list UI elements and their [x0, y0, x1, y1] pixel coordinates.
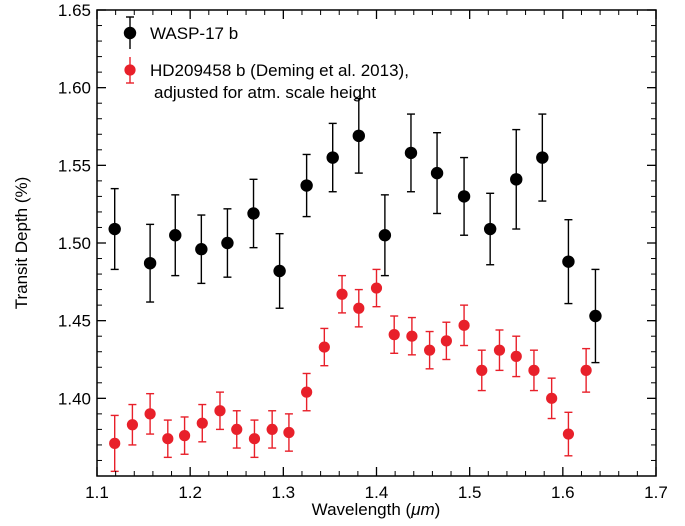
wasp17b-point [326, 151, 339, 164]
wasp17b-point [430, 166, 444, 180]
errorbars-layer [110, 97, 600, 473]
wasp17b-point [300, 179, 313, 192]
y-tick-label: 1.60 [58, 79, 91, 98]
wasp17b-point [143, 256, 157, 270]
legend-label-hd209458b-line1: HD209458 b (Deming et al. 2013), [150, 61, 409, 80]
hd209458b-point [178, 430, 191, 442]
y-tick-label: 1.40 [58, 389, 91, 408]
wasp17b-point [169, 229, 182, 242]
x-tick-label: 1.2 [178, 483, 202, 502]
hd209458b-point [126, 419, 139, 431]
hd209458b-point [318, 341, 330, 353]
ticks-layer: 1.1 1.2 1.3 1.4 1.5 1.6 1.7 1.40 1.45 1.50 1.55 1.6… [58, 1, 668, 502]
wasp17b-point [562, 255, 575, 268]
hd209458b-point [283, 426, 295, 439]
wasp17b-point [378, 229, 392, 242]
plot-frame [96, 9, 657, 477]
hd209458b-point [440, 335, 452, 347]
wasp17b-point [273, 264, 286, 278]
hd209458b-point [196, 417, 208, 429]
wasp17b-point [510, 173, 523, 186]
wasp17b-point [195, 243, 208, 256]
legend: WASP-17 b HD209458 b (Deming et al. 2013)… [123, 16, 409, 102]
x-axis-label-suffix: ) [435, 500, 441, 519]
hd209458b-point [353, 302, 365, 314]
hd209458b-point [388, 329, 400, 341]
legend-marker-red [124, 64, 136, 76]
hd209458b-point [248, 433, 261, 445]
x-tick-label: 1.7 [644, 483, 668, 502]
wasp17b-point [589, 309, 602, 323]
legend-entry-hd209458b: HD209458 b (Deming et al. 2013), adjusted… [124, 57, 409, 102]
x-axis-label-prefix: Wavelength ( [312, 500, 412, 519]
points-layer [108, 129, 602, 449]
hd209458b-point [406, 330, 418, 342]
hd209458b-point [528, 364, 540, 376]
hd209458b-point [546, 392, 558, 404]
hd209458b-point [562, 428, 575, 440]
hd209458b-point [214, 405, 226, 417]
legend-label-wasp17b: WASP-17 b [150, 24, 238, 43]
x-tick-label: 1.6 [551, 483, 575, 502]
wasp17b-point [483, 222, 497, 236]
x-tick-label: 1.5 [458, 483, 482, 502]
x-tick-label: 1.3 [272, 483, 296, 502]
y-tick-label: 1.65 [58, 1, 91, 20]
hd209458b-point [580, 364, 592, 376]
hd209458b-point [266, 423, 278, 435]
y-axis-label: Transit Depth (%) [12, 177, 31, 310]
y-tick-label: 1.55 [58, 156, 91, 175]
y-tick-label: 1.45 [58, 312, 91, 331]
hd209458b-point [301, 386, 313, 398]
hd209458b-point [144, 408, 156, 420]
hd209458b-point [493, 344, 506, 356]
wasp17b-point [221, 236, 234, 250]
legend-marker-black [123, 26, 137, 40]
wasp17b-point [404, 146, 418, 160]
hd209458b-point [458, 319, 470, 331]
hd209458b-point [109, 437, 121, 449]
legend-entry-wasp17b: WASP-17 b [123, 16, 238, 49]
y-tick-label: 1.50 [58, 234, 91, 253]
x-tick-label: 1.4 [365, 483, 389, 502]
x-axis-label-unit: μm [410, 500, 434, 519]
wasp17b-point [247, 207, 260, 220]
hd209458b-point [424, 344, 436, 356]
hd209458b-point [162, 433, 174, 445]
hd209458b-point [370, 282, 383, 294]
hd209458b-point [510, 350, 522, 362]
wasp17b-point [457, 190, 471, 203]
x-axis-label: Wavelength (μm) [312, 500, 441, 519]
hd209458b-point [231, 423, 243, 435]
hd209458b-point [476, 364, 488, 376]
wasp17b-point [352, 129, 365, 143]
legend-label-hd209458b-line2: adjusted for atm. scale height [154, 83, 376, 102]
wasp17b-point [536, 151, 549, 164]
x-tick-label: 1.1 [85, 483, 109, 502]
hd209458b-point [336, 288, 348, 300]
wasp17b-point [108, 222, 121, 236]
